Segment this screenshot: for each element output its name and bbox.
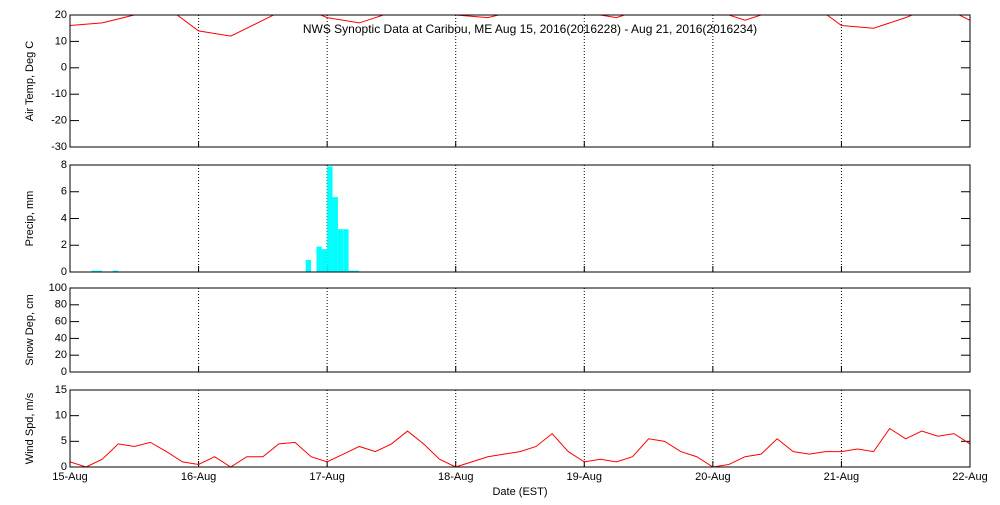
x-tick-label: 15-Aug [52,471,87,483]
x-axis-label: Date (EST) [492,486,547,498]
y-tick-label: 2 [61,239,67,251]
y-tick-label: 0 [61,461,67,473]
bar [327,166,333,272]
bar [305,259,312,272]
y-tick-label: -30 [51,141,67,153]
x-tick-label: 19-Aug [567,471,602,483]
y-tick-label: 6 [61,186,67,198]
bar [96,270,103,272]
y-tick-label: 100 [49,282,67,294]
panel-frame [69,287,971,373]
x-tick-label: 20-Aug [695,471,730,483]
y-axis-label: Precip, mm [24,191,36,247]
plot-area [70,15,970,37]
panel-frame [69,14,971,148]
y-axis-label: Air Temp, Deg C [24,41,36,122]
bar [321,249,328,272]
y-tick-label: 0 [61,266,67,278]
x-tick-label: 17-Aug [309,471,344,483]
y-tick-label: 0 [61,366,67,378]
plot-area [91,166,360,272]
data-line [70,15,970,37]
chart-title: NWS Synoptic Data at Caribou, ME Aug 15,… [303,22,757,36]
x-tick-label: 21-Aug [824,471,859,483]
y-tick-label: 15 [55,384,67,396]
plot-area [70,427,970,467]
y-tick-label: 80 [55,299,67,311]
y-tick-label: 20 [55,349,67,361]
y-tick-label: 20 [55,9,67,21]
data-line [70,427,970,467]
y-tick-label: 40 [55,332,67,344]
y-axis-label: Wind Spd, m/s [24,392,36,464]
y-tick-label: 4 [61,212,67,224]
bar [343,229,349,272]
bar [332,197,338,272]
bar [91,270,97,272]
y-axis-label: Snow Dep, cm [24,294,36,366]
panel-frame [69,164,971,273]
x-tick-label: 16-Aug [181,471,216,483]
y-tick-label: 5 [61,435,67,447]
bar [337,229,344,272]
x-tick-label: 22-Aug [952,471,987,483]
y-tick-label: 0 [61,62,67,74]
y-tick-label: 10 [55,410,67,422]
x-tick-label: 18-Aug [438,471,473,483]
bar [348,270,354,272]
y-tick-label: 60 [55,316,67,328]
bar [112,270,119,272]
bar [316,246,322,272]
y-tick-label: -10 [51,88,67,100]
bar [353,270,360,272]
y-tick-label: 8 [61,159,67,171]
panel-frame [69,389,971,468]
y-tick-label: 10 [55,35,67,47]
y-tick-label: -20 [51,115,67,127]
